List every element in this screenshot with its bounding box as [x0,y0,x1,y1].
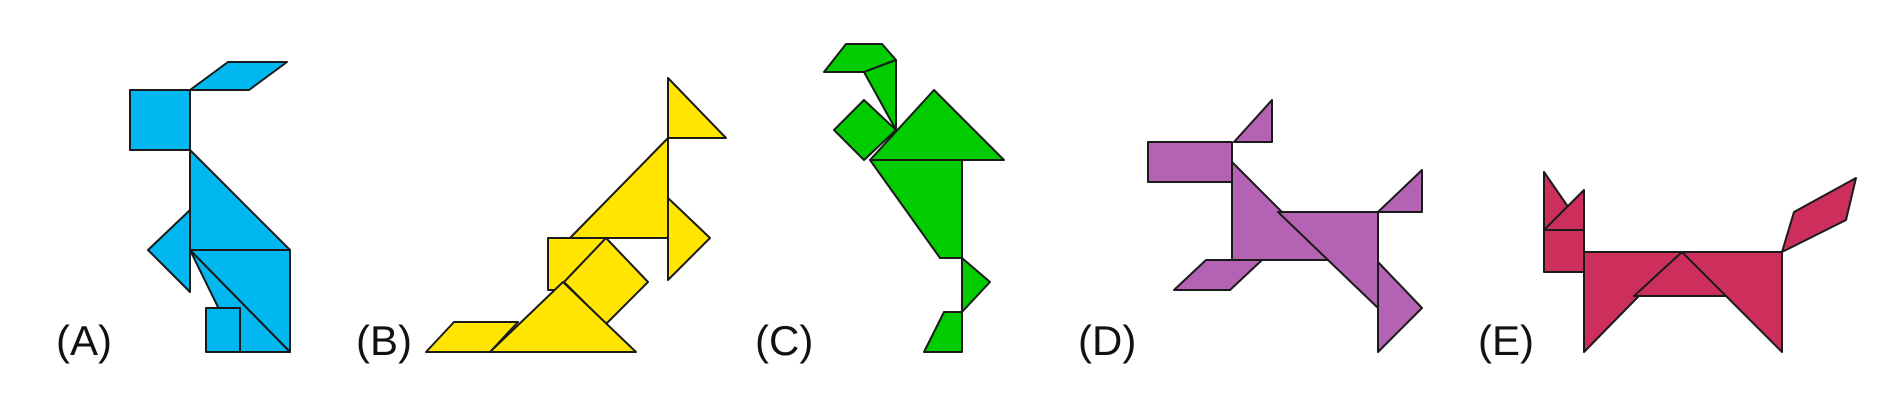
a-tail-square [205,307,241,353]
c-leg-triangle [961,257,991,313]
c-beak-parallelogram [823,43,897,73]
figure-d-deer [1147,99,1423,353]
e-tail-parallelogram [1781,177,1857,253]
b-leg-large-triangle [489,281,637,353]
a-foot-medium-triangle [189,249,291,353]
c-head-triangle [863,59,897,131]
label-d: (D) [1078,317,1136,364]
b-arm-triangle [667,197,711,281]
e-head-square [1543,229,1585,273]
figure-c-bird [823,43,1005,353]
b-tail-parallelogram [425,321,519,353]
figure-e-fox [1543,171,1857,353]
figure-a-rabbit [129,61,291,353]
b-ear-triangle [667,77,727,139]
a-arm-small-triangle [147,209,191,293]
label-c: (C) [755,317,813,364]
d-ear-triangle [1233,99,1273,143]
e-body-right-triangle [1681,251,1783,353]
d-body-large-triangle [1277,211,1379,309]
d-head-square [1147,141,1233,183]
b-body-large-triangle [569,137,669,239]
label-a: (A) [56,317,112,364]
a-head-square [129,89,191,151]
c-foot-triangle [923,311,963,353]
a-ear-parallelogram [189,61,288,91]
c-neck-triangle [833,99,897,161]
d-back-leg-triangle [1377,261,1423,353]
c-chest-rectangle [869,159,963,259]
a-body-large-triangle-1 [189,149,291,251]
label-b: (B) [356,317,412,364]
d-front-leg-parallelogram [1173,259,1263,291]
label-e: (E) [1478,317,1534,364]
d-tail-triangle [1377,169,1423,213]
figure-b-kangaroo [425,77,727,353]
